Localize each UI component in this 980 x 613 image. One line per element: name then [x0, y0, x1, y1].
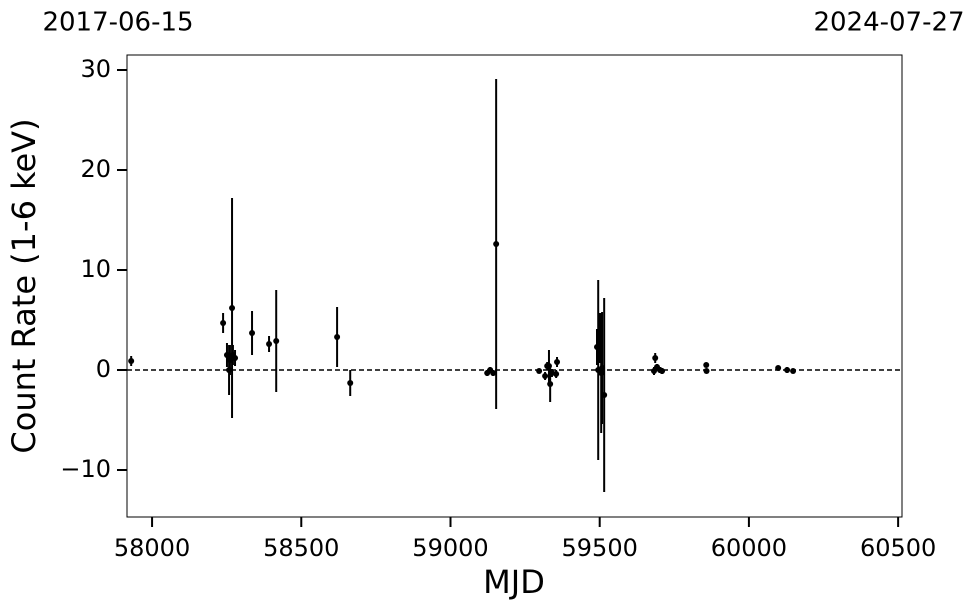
y-tick-label: 0 [96, 355, 111, 383]
data-point [553, 371, 560, 377]
data-point [601, 392, 608, 398]
y-tick-label: 30 [80, 55, 111, 83]
start-date: 2017-06-15 [42, 8, 193, 38]
data-point [249, 330, 256, 336]
x-tick-label: 60000 [711, 534, 787, 562]
data-point [229, 305, 236, 311]
y-tick-label: −10 [60, 455, 111, 483]
data-point [490, 370, 497, 376]
data-point [703, 368, 710, 374]
x-axis-label: MJD [483, 563, 545, 601]
data-point [659, 368, 666, 374]
end-date: 2024-07-27 [813, 8, 964, 38]
data-point [775, 365, 782, 371]
data-point [220, 320, 227, 326]
x-tick-label: 59500 [562, 534, 638, 562]
x-tick-label: 59000 [412, 534, 488, 562]
data-point [334, 334, 341, 340]
data-point [547, 381, 554, 387]
x-tick-label: 58000 [114, 534, 190, 562]
data-point [652, 355, 659, 361]
y-tick-label: 10 [80, 255, 111, 283]
data-point [273, 338, 280, 344]
x-tick-label: 58500 [263, 534, 339, 562]
data-point [703, 362, 710, 368]
data-point [784, 367, 791, 373]
data-point [266, 341, 273, 347]
data-point [542, 373, 549, 379]
data-point [232, 355, 239, 361]
data-point [347, 380, 354, 386]
x-tick-label: 60500 [860, 534, 936, 562]
data-point [493, 241, 500, 247]
data-point [790, 368, 797, 374]
y-axis-label: Count Rate (1-6 keV) [5, 118, 43, 453]
y-tick-label: 20 [80, 155, 111, 183]
data-point [554, 359, 561, 365]
data-point [128, 358, 135, 364]
plot-frame [126, 54, 903, 518]
data-point [536, 368, 543, 374]
